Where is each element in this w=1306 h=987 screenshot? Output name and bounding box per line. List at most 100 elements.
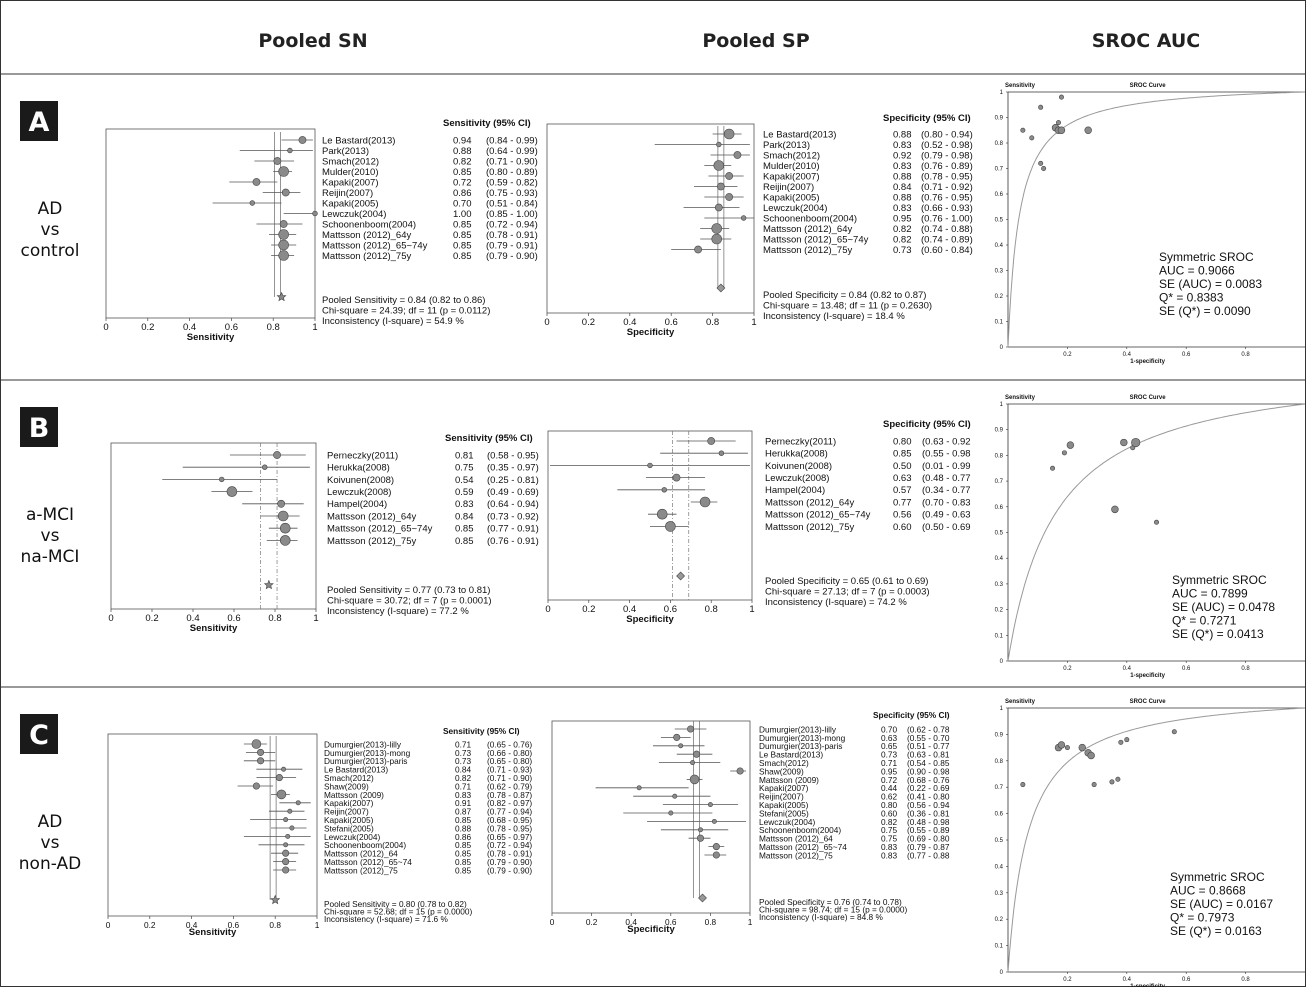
plot-frame	[107, 733, 318, 917]
study-ci: (0.77 - 0.91)	[487, 524, 539, 535]
study-ci: (0.76 - 0.91)	[487, 536, 539, 547]
study-point	[1091, 782, 1097, 788]
study-estimate: 0.83	[881, 850, 898, 860]
x-tick-label: 0.2	[144, 920, 156, 930]
y-tick-label: 0.3	[995, 269, 1004, 275]
study-point	[698, 827, 703, 833]
study-estimate: 0.63	[893, 473, 912, 484]
x-tick-label: 0.6	[664, 604, 677, 615]
study-ci: (0.65 - 0.97)	[487, 832, 532, 842]
pooled-stat-line: Pooled Specificity = 0.84 (0.82 to 0.87)	[763, 290, 926, 301]
x-tick-label: 0.6	[665, 317, 678, 328]
x-tick-label: 0.2	[1063, 666, 1072, 672]
study-point	[672, 793, 678, 799]
study-ci: (0.65 - 0.80)	[487, 756, 532, 766]
study-ci: (0.58 - 0.95)	[487, 450, 539, 461]
study-estimate: 0.72	[881, 775, 898, 785]
study-name: Mattsson (2012)_64	[324, 849, 398, 859]
study-ci: (0.48 - 0.98	[907, 817, 950, 827]
study-ci: (0.59 - 0.82)	[486, 177, 538, 188]
study-estimate: 0.95	[881, 766, 898, 776]
pooled-stat-line: Pooled Specificity = 0.76 (0.74 to 0.78)	[759, 897, 902, 907]
study-point	[736, 767, 744, 775]
study-point	[279, 522, 291, 534]
y-tick-label: 1	[1000, 90, 1004, 96]
study-estimate: 0.91	[455, 798, 472, 808]
study-name: Dumurgier(2013)-lilly	[324, 739, 402, 749]
study-name: Reijin(2007)	[759, 792, 804, 802]
study-point	[312, 210, 318, 217]
study-estimate: 0.83	[893, 203, 912, 214]
study-ci: (0.74 - 0.88)	[921, 224, 973, 235]
y-axis-label: Sensitivity	[1005, 83, 1036, 89]
study-estimate: 0.84	[893, 182, 912, 193]
study-point	[249, 200, 256, 206]
study-ci: (0.60 - 0.84)	[921, 245, 973, 256]
study-estimate: 0.85	[453, 251, 472, 262]
y-tick-label: 0.9	[995, 428, 1004, 434]
panel-letter-box	[20, 407, 58, 447]
study-estimate: 0.75	[455, 463, 474, 474]
pooled-stat-line: Pooled Sensitivity = 0.80 (0.78 to 0.82)	[324, 899, 467, 909]
study-name: Mattsson (2012)_65~74y	[763, 234, 869, 245]
study-point	[275, 774, 283, 782]
sroc-title: SROC Curve	[1130, 83, 1167, 89]
comparison-label-line: control	[21, 241, 80, 261]
x-tick-label: 0.6	[665, 917, 677, 927]
study-ci: (0.41 - 0.80	[907, 792, 950, 802]
study-point	[298, 136, 307, 144]
study-name: Kapaki(2007)	[324, 798, 374, 808]
forest-plot-C-sp: 0 0.2 0.4 0.6 0.8 1 Specificity Specificity (95…	[550, 710, 950, 935]
sroc-summary-line: Q* = 0.7271	[1172, 614, 1237, 628]
study-point	[647, 462, 653, 469]
study-estimate: 0.92	[893, 150, 912, 161]
comparison-label-line: vs	[41, 220, 60, 240]
study-point	[636, 785, 642, 791]
x-tick-label: 0.4	[1123, 666, 1132, 672]
study-name: Mattsson (2012)_64	[759, 834, 833, 844]
study-point	[289, 825, 295, 831]
sroc-summary-line: SE (AUC) = 0.0478	[1172, 600, 1275, 614]
study-estimate: 0.73	[455, 748, 472, 758]
x-tick-label: 0.4	[623, 604, 636, 615]
study-point	[283, 842, 289, 848]
sroc-summary-line: Q* = 0.7973	[1170, 911, 1235, 925]
plot-frame	[110, 442, 317, 610]
sroc-summary-line: Symmetric SROC	[1170, 870, 1265, 884]
study-estimate: 0.59	[455, 487, 474, 498]
study-point	[279, 535, 291, 546]
study-ci: (0.80 - 0.94)	[921, 129, 973, 140]
y-tick-label: 0	[1000, 345, 1004, 351]
study-ci: (0.34 - 0.77	[922, 485, 971, 496]
study-estimate: 0.82	[453, 156, 472, 167]
sroc-summary-line: Symmetric SROC	[1159, 250, 1254, 264]
x-tick-label: 0.4	[1123, 352, 1132, 358]
study-point	[1020, 782, 1026, 788]
study-point	[711, 223, 723, 234]
study-name: Reijin(2007)	[322, 188, 373, 199]
study-name: Hampel(2004)	[765, 485, 825, 496]
study-ci: (0.71 - 0.90)	[487, 773, 532, 783]
x-tick-label: 0.4	[625, 917, 637, 927]
study-name: Herukka(2008)	[765, 449, 828, 460]
panel-letter-box	[20, 714, 58, 754]
study-name: Schoonenboom(2004)	[759, 825, 841, 835]
study-ci: (0.79 - 0.87	[907, 842, 950, 852]
study-point	[692, 750, 701, 758]
study-point	[1041, 166, 1047, 172]
ci-column-header: Sensitivity (95% CI)	[445, 433, 533, 444]
study-ci: (0.56 - 0.94	[907, 800, 950, 810]
sroc-plot-C-sroc: Sensitivity SROC Curve 0 0.1 0.2 0.3 0.4 0.5 0.6…	[995, 699, 1306, 987]
study-estimate: 0.70	[453, 198, 472, 209]
x-tick-label: 0.2	[582, 317, 595, 328]
study-estimate: 0.62	[881, 792, 898, 802]
study-ci: (0.25 - 0.81)	[487, 475, 539, 486]
study-point	[718, 450, 725, 456]
x-tick-label: 0.2	[1063, 977, 1072, 983]
study-name: Schoonenboom(2004)	[324, 840, 406, 850]
study-name: Smach(2012)	[322, 156, 379, 167]
x-axis-label: Specificity	[627, 924, 675, 935]
study-point	[707, 802, 713, 808]
x-tick-label: 0.8	[705, 604, 718, 615]
forest-plot-A-sp: 0 0.2 0.4 0.6 0.8 1 Specificity Specificity (95…	[544, 113, 972, 338]
